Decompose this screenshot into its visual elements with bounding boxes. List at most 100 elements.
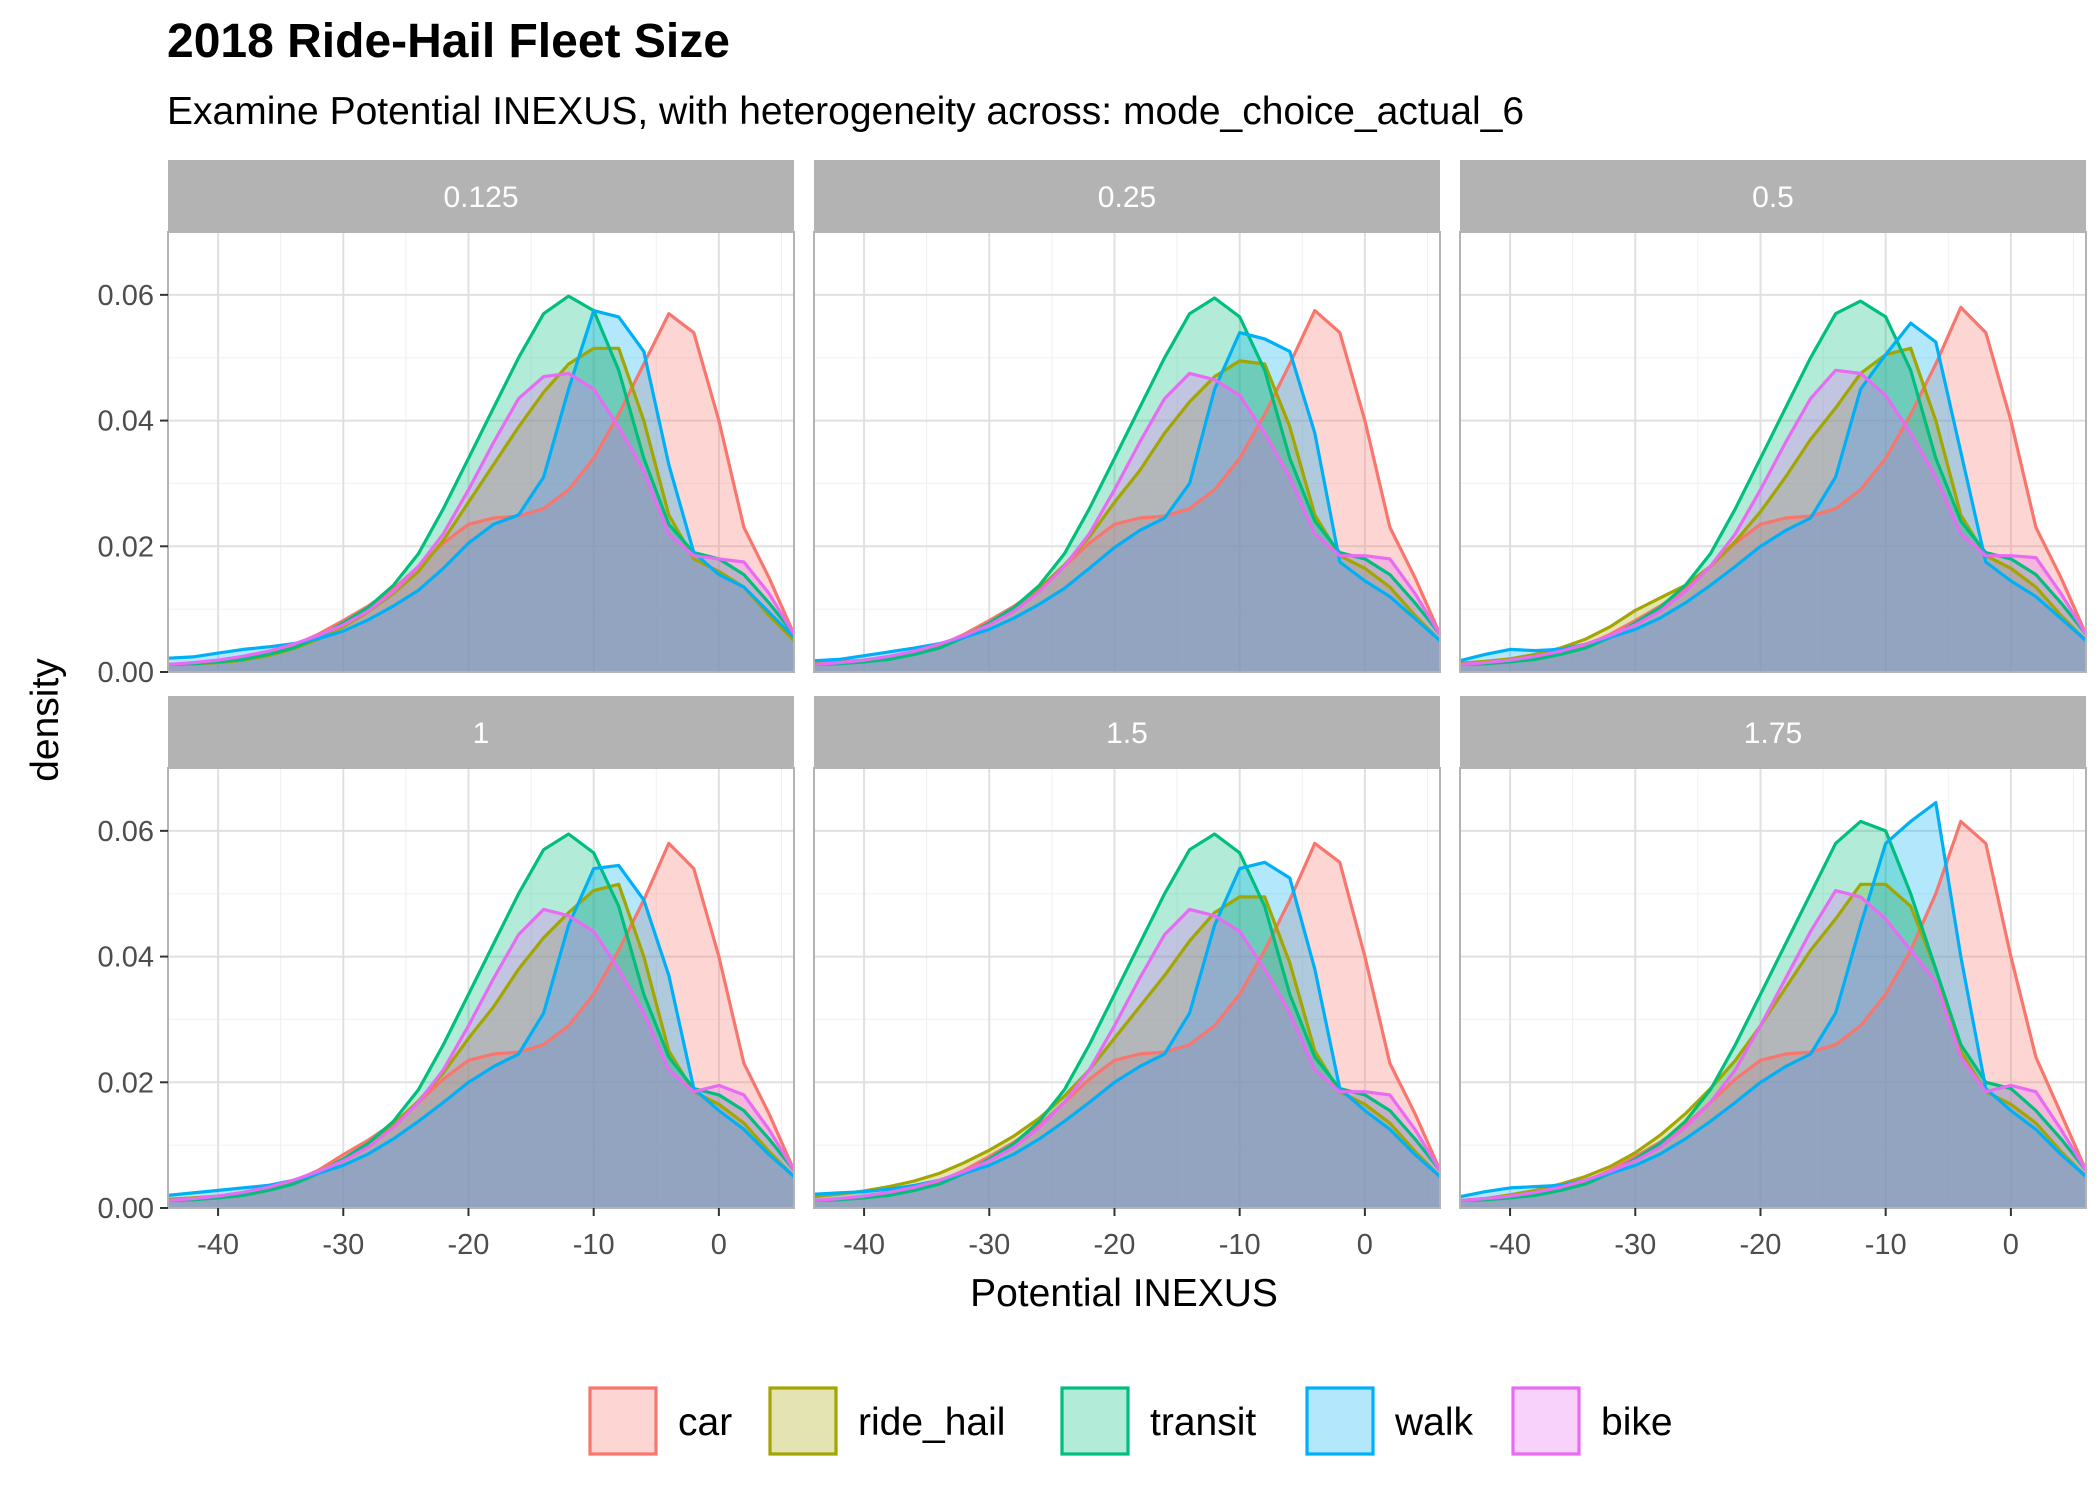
panel-1-y-tick-label: 0.00 xyxy=(98,1193,154,1225)
panel-0-125-y-tick-label: 0.06 xyxy=(98,280,154,312)
panel-1-y-tick-label: 0.02 xyxy=(98,1067,154,1099)
legend-key-walk xyxy=(1305,1386,1375,1456)
legend-label-transit: transit xyxy=(1150,1401,1256,1444)
panel-0-25-line-bike xyxy=(813,371,1442,667)
panel-1-x-tick-label: -30 xyxy=(322,1229,364,1261)
panel-1-area-walk xyxy=(168,865,794,1208)
panel-1-y-tick-label: 0.06 xyxy=(98,816,154,848)
legend-item-bike: bike xyxy=(1511,1386,1673,1456)
legend-item-transit: transit xyxy=(1060,1386,1256,1456)
panel-1-5-border xyxy=(813,767,1441,1209)
panel-0-125-border xyxy=(167,231,795,673)
panel-1-75: 1.75 -40 -30 -20 -10 0 xyxy=(1459,696,2088,1261)
legend-label-walk: walk xyxy=(1394,1401,1474,1444)
panel-0-125-y-tick-label: 0.00 xyxy=(98,657,154,689)
legend-item-car: car xyxy=(588,1386,732,1456)
panel-0-125-line-transit xyxy=(167,294,796,667)
panel-0-25-strip-label: 0.25 xyxy=(1098,181,1156,214)
legend-label-bike: bike xyxy=(1601,1401,1673,1444)
panel-1-5-line-transit xyxy=(813,832,1442,1203)
legend-key-background xyxy=(1511,1386,1581,1456)
panel-0-25: 0.25 xyxy=(813,160,1442,673)
panel-0-25-area-car xyxy=(814,310,1440,672)
panel-1-75-area-transit xyxy=(1460,821,2086,1208)
panel-1-75-line-transit xyxy=(1459,819,2088,1203)
panel-1-x-tick-label: -10 xyxy=(573,1229,615,1261)
legend-key-background xyxy=(1305,1386,1375,1456)
panel-0-25-line-walk xyxy=(813,331,1442,663)
legend-key-background xyxy=(588,1386,658,1456)
chart-subtitle: Examine Potential INEXUS, with heterogen… xyxy=(167,90,1525,133)
panel-1-75-area-walk xyxy=(1460,802,2086,1208)
chart-title: 2018 Ride-Hail Fleet Size xyxy=(167,15,730,68)
panel-0-25-background xyxy=(814,232,1440,672)
panel-1-75-line-bike xyxy=(1459,889,2088,1203)
panel-0-125: 0.125 0.00 0.02 0.04 0.06 xyxy=(98,160,796,689)
legend-key-background xyxy=(768,1386,838,1456)
panel-1-y-tick-label: 0.04 xyxy=(98,942,154,974)
legend-key-transit xyxy=(1060,1386,1130,1456)
panel-1: 1 0.00 0.02 0.04 0.06 -40 -30 -20 -10 0 xyxy=(98,696,796,1261)
panel-1-strip-label: 1 xyxy=(473,717,490,750)
panel-1-5-area-car xyxy=(814,843,1440,1208)
panel-0-125-area-ride-hail xyxy=(168,348,794,672)
panel-0-125-y-tick-label: 0.02 xyxy=(98,531,154,563)
panel-1-area-ride-hail xyxy=(168,884,794,1208)
panel-0-125-y-tick-label: 0.04 xyxy=(98,406,154,438)
legend-key-background xyxy=(1060,1386,1130,1456)
panel-1-75-area-bike xyxy=(1460,890,2086,1208)
panel-0-125-background xyxy=(168,232,794,672)
panel-0-5-strip-label: 0.5 xyxy=(1752,181,1794,214)
legend-key-car xyxy=(588,1386,658,1456)
panel-1-line-bike xyxy=(167,907,796,1203)
panel-0-5: 0.5 xyxy=(1459,160,2088,673)
panel-1-75-x-tick-label: -40 xyxy=(1489,1229,1531,1261)
panel-1-x-tick-label: -20 xyxy=(448,1229,490,1261)
panel-1-x-tick-label: -40 xyxy=(197,1229,239,1261)
panel-0-25-area-walk xyxy=(814,332,1440,672)
panel-1-5: 1.5 -40 -30 -20 -10 0 xyxy=(813,696,1442,1261)
panel-1-75-x-tick-label: -10 xyxy=(1865,1229,1907,1261)
panel-0-5-strip xyxy=(1460,160,2086,232)
panel-1-5-x-tick-label: 0 xyxy=(1357,1229,1373,1261)
panel-0-5-background xyxy=(1460,232,2086,672)
panel-0-5-line-bike xyxy=(1459,368,2088,667)
panel-0-125-strip xyxy=(168,160,794,232)
panel-1-5-x-tick-label: -20 xyxy=(1094,1229,1136,1261)
panel-1-75-border xyxy=(1459,767,2087,1209)
panel-0-25-strip xyxy=(814,160,1440,232)
panel-0-5-area-ride-hail xyxy=(1460,348,2086,672)
panel-1-75-area-car xyxy=(1460,821,2086,1208)
panel-0-125-line-bike xyxy=(167,371,796,667)
panel-1-75-x-tick-label: -20 xyxy=(1740,1229,1782,1261)
panel-0-5-area-walk xyxy=(1460,323,2086,672)
panel-1-5-line-bike xyxy=(813,907,1442,1203)
panel-1-75-x-tick-label: -30 xyxy=(1614,1229,1656,1261)
panel-0-5-area-transit xyxy=(1460,301,2086,672)
legend-key-ride-hail xyxy=(768,1386,838,1456)
legend-item-ride-hail: ride_hail xyxy=(768,1386,1005,1456)
legend: car ride_hail transit walk bike xyxy=(588,1386,1673,1456)
panel-0-25-border xyxy=(813,231,1441,673)
panel-1-background xyxy=(168,768,794,1208)
panel-1-x-tick-label: 0 xyxy=(711,1229,727,1261)
panel-1-5-background xyxy=(814,768,1440,1208)
panel-1-75-strip xyxy=(1460,696,2086,768)
x-axis-title: Potential INEXUS xyxy=(970,1272,1278,1315)
panel-1-75-area-ride-hail xyxy=(1460,884,2086,1208)
panel-1-75-strip-label: 1.75 xyxy=(1744,717,1802,750)
panel-1-line-transit xyxy=(167,832,796,1203)
panel-1-5-strip-label: 1.5 xyxy=(1106,717,1148,750)
panel-0-5-border xyxy=(1459,231,2087,673)
legend-label-car: car xyxy=(678,1401,732,1444)
panel-1-5-strip xyxy=(814,696,1440,768)
y-axis-title: density xyxy=(24,658,67,782)
panel-1-strip xyxy=(168,696,794,768)
legend-key-bike xyxy=(1511,1386,1581,1456)
legend-item-walk: walk xyxy=(1305,1386,1474,1456)
panel-1-75-x-tick-label: 0 xyxy=(2003,1229,2019,1261)
panel-1-5-x-tick-label: -10 xyxy=(1219,1229,1261,1261)
panel-1-border xyxy=(167,767,795,1209)
panel-0-125-strip-label: 0.125 xyxy=(443,181,518,214)
